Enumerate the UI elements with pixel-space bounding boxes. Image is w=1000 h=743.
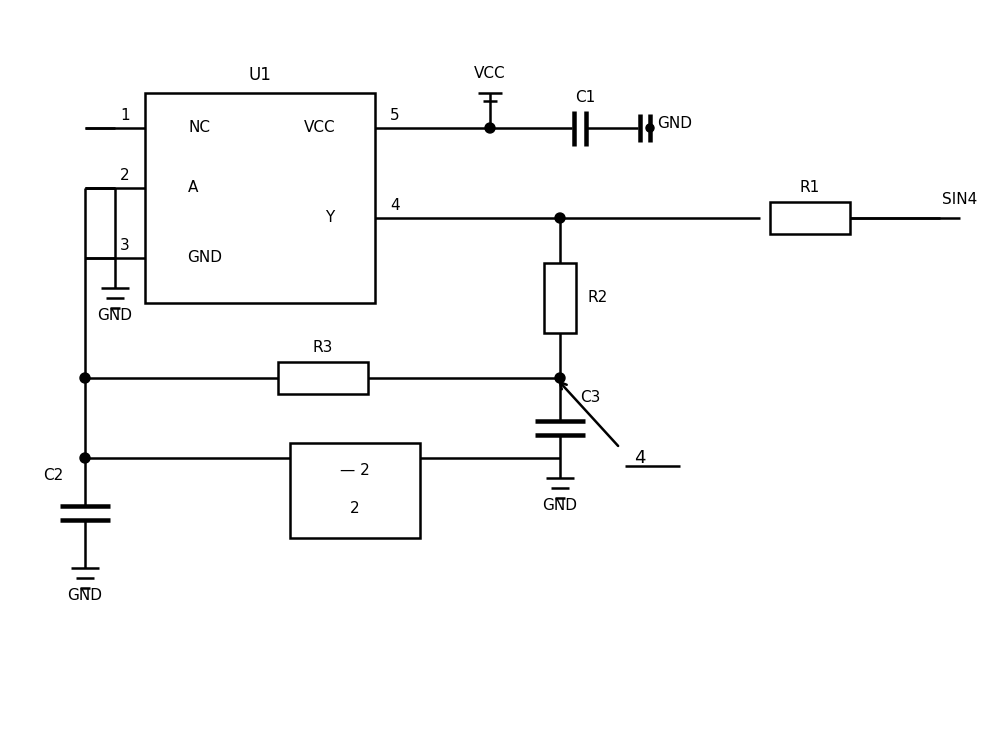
Bar [278, 362, 368, 394]
Text: 1: 1 [120, 108, 130, 123]
Text: C1: C1 [575, 91, 595, 106]
Bar [290, 443, 420, 538]
Text: R2: R2 [588, 291, 608, 305]
Circle shape [555, 373, 565, 383]
Circle shape [80, 453, 90, 463]
Text: R1: R1 [800, 181, 820, 195]
Text: VCC: VCC [304, 120, 336, 135]
Circle shape [555, 213, 565, 223]
Text: 3: 3 [120, 239, 130, 253]
Text: GND: GND [68, 588, 103, 603]
Text: 2: 2 [350, 501, 360, 516]
Text: GND: GND [98, 308, 132, 323]
Text: 4: 4 [634, 449, 646, 467]
Text: — 2: — 2 [340, 463, 370, 478]
Bar [770, 202, 850, 234]
Text: C3: C3 [580, 391, 600, 406]
Text: 5: 5 [390, 108, 400, 123]
Text: Y: Y [325, 210, 335, 225]
Text: A: A [188, 181, 198, 195]
Text: GND: GND [188, 250, 222, 265]
Circle shape [646, 124, 654, 132]
Text: SIN4: SIN4 [942, 192, 978, 207]
Bar [145, 93, 375, 303]
Text: GND: GND [658, 115, 692, 131]
Text: GND: GND [542, 499, 578, 513]
Text: U1: U1 [249, 66, 271, 84]
Text: R3: R3 [312, 340, 333, 355]
Text: 4: 4 [390, 198, 400, 213]
Circle shape [80, 373, 90, 383]
Text: 2: 2 [120, 169, 130, 184]
Text: NC: NC [189, 120, 211, 135]
Bar [544, 263, 576, 333]
Text: C2: C2 [43, 469, 63, 484]
Circle shape [485, 123, 495, 133]
Text: VCC: VCC [474, 65, 506, 80]
